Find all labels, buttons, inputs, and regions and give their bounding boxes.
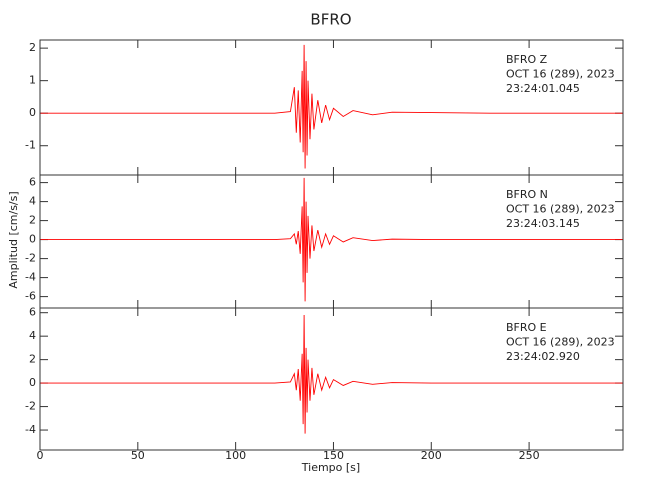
x-tick-label: 100	[225, 449, 246, 462]
panel-annotation: OCT 16 (289), 2023	[506, 68, 615, 81]
panel-annotation: 23:24:02.920	[506, 350, 580, 363]
panel-annotation: BFRO N	[506, 188, 548, 201]
y-tick-label: 2	[29, 41, 36, 54]
y-tick-label: 0	[29, 233, 36, 246]
x-tick-label: 50	[131, 449, 145, 462]
panel-annotation: 23:24:01.045	[506, 82, 580, 95]
y-tick-label: -2	[25, 252, 36, 265]
y-tick-label: 1	[29, 74, 36, 87]
x-tick-label: 0	[37, 449, 44, 462]
y-tick-label: -4	[25, 271, 36, 284]
y-tick-label: 4	[29, 195, 36, 208]
y-tick-label: -2	[25, 400, 36, 413]
panel-annotation: 23:24:03.145	[506, 217, 580, 230]
y-tick-label: 0	[29, 376, 36, 389]
y-tick-label: -4	[25, 423, 36, 436]
y-axis-label: Amplitud [cm/s/s]	[7, 191, 20, 288]
panel-frame	[39, 307, 624, 451]
waveform	[40, 177, 623, 302]
y-tick-label: 2	[29, 353, 36, 366]
waveform	[40, 315, 623, 434]
y-tick-label: 4	[29, 329, 36, 342]
panel-annotation: OCT 16 (289), 2023	[506, 336, 615, 349]
waveform	[40, 44, 623, 169]
y-tick-label: 6	[29, 176, 36, 189]
chart-title: BFRO	[310, 11, 351, 29]
y-tick-label: 6	[29, 306, 36, 319]
x-axis-label: Tiempo [s]	[301, 461, 360, 474]
x-tick-label: 150	[323, 449, 344, 462]
y-tick-label: -1	[25, 139, 36, 152]
panel-annotation: OCT 16 (289), 2023	[506, 203, 615, 216]
x-tick-label: 250	[519, 449, 540, 462]
y-tick-label: -6	[25, 290, 36, 303]
x-tick-label: 200	[421, 449, 442, 462]
panel-annotation: BFRO Z	[506, 53, 548, 66]
y-tick-label: 0	[29, 106, 36, 119]
y-tick-label: 2	[29, 214, 36, 227]
panel-annotation: BFRO E	[506, 321, 547, 334]
